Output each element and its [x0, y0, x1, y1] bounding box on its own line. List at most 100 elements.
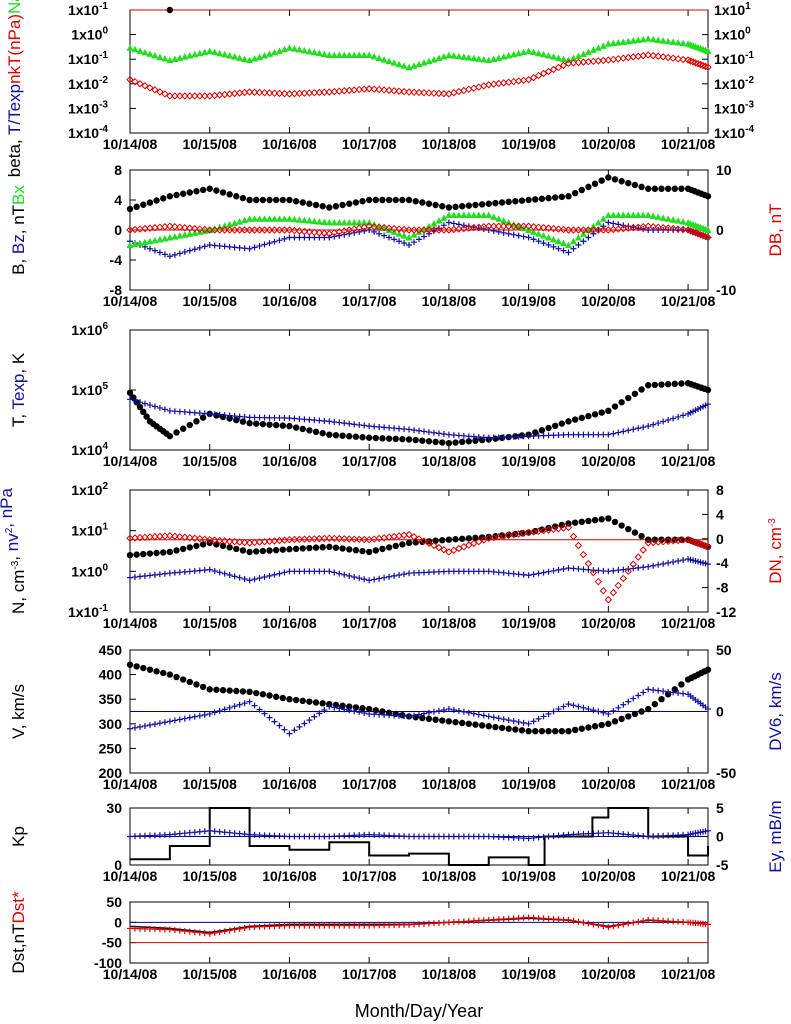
- data-point: [440, 706, 447, 713]
- data-point: [670, 558, 677, 565]
- x-tick-label: 10/18/08: [422, 136, 477, 152]
- data-point: [395, 230, 403, 237]
- data-point: [336, 705, 343, 712]
- data-point: [350, 535, 358, 543]
- y-tick-label: 1x10-2: [68, 75, 108, 92]
- data-point: [330, 51, 338, 58]
- y-tick-label-right: -12: [716, 604, 736, 620]
- data-point: [126, 389, 134, 396]
- y-tick-label-right: 0: [716, 531, 724, 547]
- data-point: [206, 686, 213, 693]
- data-point: [299, 425, 306, 433]
- panel-frame: [129, 489, 709, 613]
- data-point: [475, 55, 483, 62]
- data-point: [625, 427, 632, 434]
- data-point: [525, 720, 532, 727]
- data-point: [558, 727, 566, 735]
- data-point: [216, 707, 223, 714]
- data-point: [361, 227, 368, 234]
- data-point: [609, 211, 617, 218]
- data-point: [239, 688, 247, 695]
- data-point: [295, 535, 304, 544]
- data-point: [176, 232, 184, 239]
- data-point: [266, 215, 274, 222]
- data-point: [410, 88, 418, 96]
- x-tick-label: 10/16/08: [262, 136, 317, 152]
- data-point: [500, 716, 507, 723]
- data-point: [430, 219, 438, 227]
- data-point: [131, 397, 138, 404]
- data-point: [315, 49, 323, 57]
- data-point: [475, 211, 483, 218]
- data-point: [578, 725, 585, 732]
- data-point: [271, 215, 278, 222]
- data-point: [619, 211, 627, 218]
- data-point: [604, 40, 612, 47]
- data-point: [160, 549, 167, 556]
- data-point: [255, 88, 264, 97]
- data-point: [126, 75, 134, 84]
- data-point: [470, 54, 478, 62]
- data-point: [405, 226, 413, 234]
- data-point: [535, 230, 543, 237]
- x-tick-label: 10/18/08: [422, 966, 477, 982]
- data-point: [460, 211, 468, 218]
- data-point: [279, 196, 287, 204]
- data-point: [236, 54, 244, 61]
- x-tick-label: 10/16/08: [262, 293, 317, 309]
- data-point: [619, 574, 628, 583]
- data-point: [400, 62, 408, 69]
- data-point: [600, 923, 607, 930]
- x-tick-label: 10/20/08: [581, 776, 636, 792]
- data-point: [271, 718, 278, 725]
- y-tick-label: -8: [110, 282, 123, 298]
- data-point: [704, 233, 712, 242]
- data-point: [575, 918, 582, 925]
- data-point: [126, 44, 134, 51]
- data-point: [664, 37, 672, 45]
- y-tick-label: 1x10-1: [68, 1, 108, 18]
- data-point: [280, 226, 289, 234]
- data-point: [301, 720, 308, 727]
- data-point: [221, 706, 228, 713]
- data-point: [649, 51, 657, 60]
- data-point: [311, 713, 318, 720]
- data-point: [569, 532, 578, 541]
- data-point: [465, 202, 473, 209]
- data-point: [498, 199, 506, 206]
- panel-beta: 10/14/08 10/15/08 10/16/08 10/17/08 10/18/08…: [5, 0, 754, 177]
- data-point: [356, 575, 363, 582]
- data-point: [320, 534, 329, 543]
- data-point: [193, 542, 200, 550]
- data-point: [445, 51, 453, 58]
- data-point: [569, 226, 578, 234]
- x-tick-label: 10/18/08: [422, 868, 477, 884]
- data-point: [478, 534, 486, 541]
- y-tick-label: 200: [99, 765, 123, 781]
- data-point: [485, 56, 493, 64]
- data-point: [290, 215, 298, 223]
- data-point: [610, 220, 617, 227]
- data-point: [285, 215, 293, 222]
- x-tick-label: 10/16/08: [262, 776, 317, 792]
- data-point: [166, 718, 173, 725]
- data-point: [412, 436, 419, 444]
- data-point: [614, 38, 622, 46]
- data-point: [331, 569, 338, 576]
- data-point: [535, 570, 542, 577]
- data-point: [530, 48, 538, 56]
- data-point: [419, 437, 426, 444]
- data-point: [505, 717, 512, 724]
- x-tick-label: 10/21/08: [661, 453, 716, 469]
- data-point: [565, 418, 572, 425]
- y-tick-label: 450: [99, 642, 123, 658]
- data-point: [196, 92, 204, 100]
- y-axis-label: N, cm-3, nv2, nPa: [0, 487, 28, 614]
- x-tick-label: 10/14/08: [103, 293, 158, 309]
- data-point: [599, 587, 608, 595]
- data-point: [355, 219, 363, 226]
- data-point: [133, 203, 140, 211]
- data-point: [211, 709, 218, 716]
- data-point: [644, 222, 652, 230]
